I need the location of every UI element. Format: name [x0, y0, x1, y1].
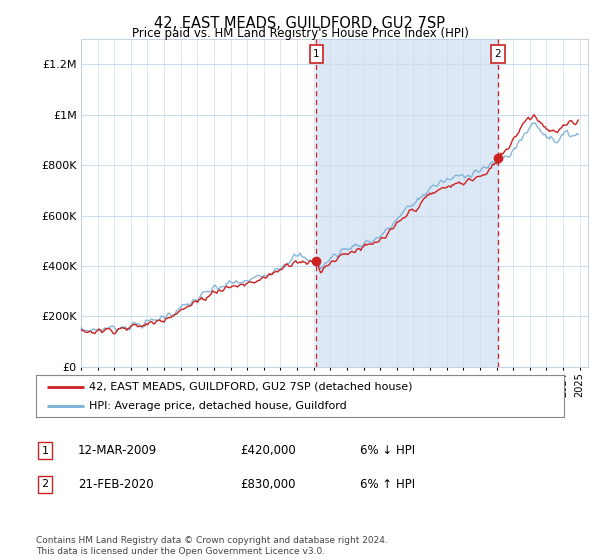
Text: £830,000: £830,000 [240, 478, 296, 491]
Text: Contains HM Land Registry data © Crown copyright and database right 2024.
This d: Contains HM Land Registry data © Crown c… [36, 536, 388, 556]
Text: 6% ↑ HPI: 6% ↑ HPI [360, 478, 415, 491]
Text: 1: 1 [41, 446, 49, 456]
Text: 6% ↓ HPI: 6% ↓ HPI [360, 444, 415, 458]
Text: 21-FEB-2020: 21-FEB-2020 [78, 478, 154, 491]
Text: 1: 1 [313, 49, 320, 59]
Text: 42, EAST MEADS, GUILDFORD, GU2 7SP: 42, EAST MEADS, GUILDFORD, GU2 7SP [155, 16, 445, 31]
Bar [316, 39, 498, 367]
Text: 2: 2 [41, 479, 49, 489]
Text: HPI: Average price, detached house, Guildford: HPI: Average price, detached house, Guil… [89, 401, 347, 411]
Text: £420,000: £420,000 [240, 444, 296, 458]
Text: 2: 2 [494, 49, 501, 59]
Text: 12-MAR-2009: 12-MAR-2009 [78, 444, 157, 458]
Text: Price paid vs. HM Land Registry's House Price Index (HPI): Price paid vs. HM Land Registry's House … [131, 27, 469, 40]
Text: 42, EAST MEADS, GUILDFORD, GU2 7SP (detached house): 42, EAST MEADS, GUILDFORD, GU2 7SP (deta… [89, 381, 412, 391]
